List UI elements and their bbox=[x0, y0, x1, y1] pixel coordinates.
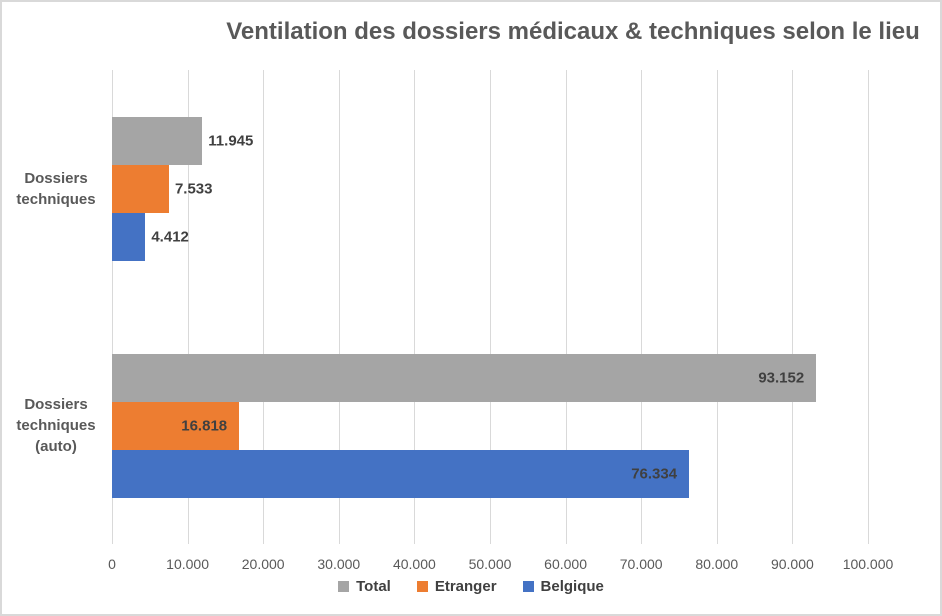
gridline bbox=[112, 70, 113, 544]
x-tick-label: 10.000 bbox=[166, 556, 209, 572]
x-tick-label: 100.000 bbox=[842, 556, 894, 572]
legend-label: Total bbox=[356, 578, 391, 595]
legend: Total Etranger Belgique bbox=[2, 578, 940, 595]
legend-item-etranger: Etranger bbox=[416, 578, 497, 595]
gridline bbox=[792, 70, 794, 544]
plot-area: 11.945 7.533 4.412 93.152 16.818 76.334 bbox=[112, 70, 869, 544]
bar-etranger-category-0: 7.533 bbox=[112, 164, 212, 213]
gridline bbox=[414, 70, 416, 544]
gridline bbox=[868, 70, 869, 544]
x-tick-label: 30.000 bbox=[317, 556, 361, 572]
legend-item-total: Total bbox=[338, 578, 391, 595]
bar-value-label: 4.412 bbox=[151, 228, 189, 245]
gridline bbox=[565, 70, 567, 544]
x-tick-label: 90.000 bbox=[770, 556, 814, 572]
legend-item-belgique: Belgique bbox=[522, 578, 604, 595]
gridline bbox=[338, 70, 340, 544]
category-label-text: Dossiers techniques (auto) bbox=[16, 396, 96, 455]
gridline bbox=[263, 70, 265, 544]
bar-value-label: 76.334 bbox=[631, 465, 678, 482]
legend-swatch-belgique bbox=[522, 581, 534, 592]
x-tick-label: 80.000 bbox=[695, 556, 739, 572]
bar-belgique-category-1: 76.334 bbox=[112, 449, 690, 498]
category-label: Dossiers techniques (auto) bbox=[2, 307, 110, 544]
bar-etranger-category-1: 16.818 bbox=[112, 401, 240, 450]
gridline bbox=[641, 70, 643, 544]
category-label-text: Dossiers techniques bbox=[16, 169, 96, 208]
legend-swatch-total bbox=[338, 581, 350, 592]
bar-value-label: 7.533 bbox=[174, 180, 213, 197]
gridline bbox=[490, 70, 491, 544]
bar-total-category-0: 11.945 bbox=[112, 116, 253, 165]
legend-label: Belgique bbox=[540, 578, 604, 595]
bar-value-label: 16.818 bbox=[181, 417, 228, 434]
x-tick-label: 20.000 bbox=[241, 556, 285, 572]
chart-title: Ventilation des dossiers médicaux & tech… bbox=[226, 18, 920, 45]
x-tick-label: 70.000 bbox=[619, 556, 663, 572]
legend-swatch-etranger bbox=[416, 581, 428, 592]
category-label: Dossiers techniques bbox=[2, 70, 110, 307]
gridline bbox=[716, 70, 718, 544]
bar-value-label: 11.945 bbox=[208, 132, 254, 149]
x-tick-label: 40.000 bbox=[392, 556, 436, 572]
bar-total-category-1: 93.152 bbox=[112, 353, 817, 402]
x-tick-label: 0 bbox=[108, 556, 116, 572]
x-tick-label: 60.000 bbox=[544, 556, 587, 572]
x-tick-label: 50.000 bbox=[468, 556, 512, 572]
legend-label: Etranger bbox=[434, 578, 497, 595]
bar-value-label: 93.152 bbox=[758, 369, 805, 386]
bar-belgique-category-0: 4.412 bbox=[112, 212, 189, 261]
gridline bbox=[187, 70, 189, 544]
